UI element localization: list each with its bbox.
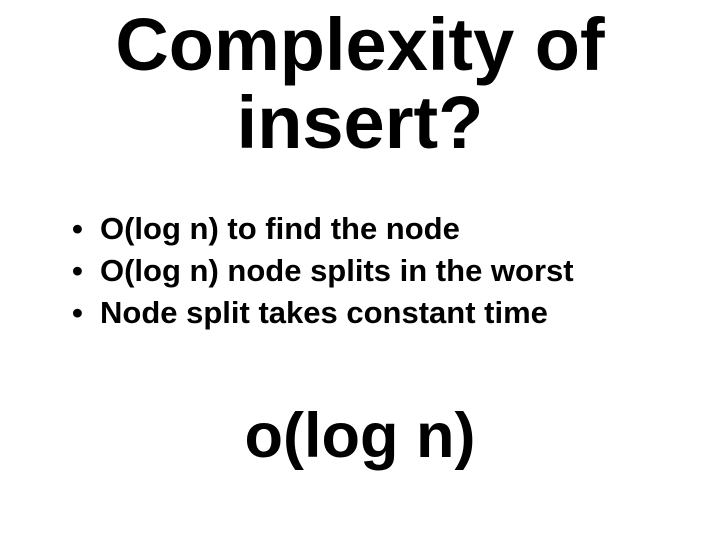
bullet-text: O(log n) node splits in the worst bbox=[100, 250, 680, 292]
slide-title: Complexity of insert? bbox=[0, 6, 720, 161]
list-item: • O(log n) node splits in the worst bbox=[72, 250, 680, 292]
bullet-list: • O(log n) to find the node • O(log n) n… bbox=[72, 208, 680, 334]
list-item: • Node split takes constant time bbox=[72, 292, 680, 334]
list-item: • O(log n) to find the node bbox=[72, 208, 680, 250]
slide: Complexity of insert? • O(log n) to find… bbox=[0, 0, 720, 540]
bullet-icon: • bbox=[72, 208, 100, 250]
title-line-2: insert? bbox=[237, 81, 484, 164]
bullet-icon: • bbox=[72, 292, 100, 334]
conclusion-text: o(log n) bbox=[0, 400, 720, 472]
bullet-text: O(log n) to find the node bbox=[100, 208, 680, 250]
title-line-1: Complexity of bbox=[115, 3, 604, 86]
bullet-icon: • bbox=[72, 250, 100, 292]
bullet-text: Node split takes constant time bbox=[100, 292, 680, 334]
